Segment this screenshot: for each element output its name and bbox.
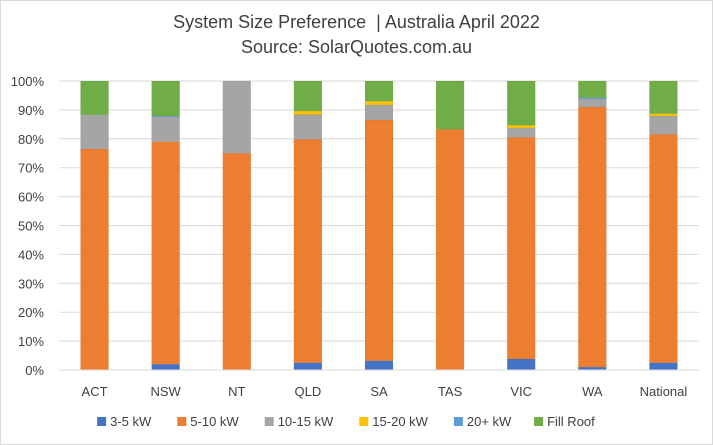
x-tick-label: TAS [438,384,463,399]
bar-segment [506,358,536,371]
bar-segment [649,134,678,364]
x-tick-label: NSW [150,384,181,399]
y-tick-label: 90% [18,103,44,118]
bar-segment [222,80,252,154]
bar-segment [293,139,323,364]
bar-segment [222,153,252,371]
bar-segment [80,114,109,150]
bar-segment [506,137,536,360]
legend-label: Fill Roof [547,414,595,429]
bar-segment [151,141,180,365]
bar-segment [649,113,678,117]
bar-segment [649,362,678,371]
bar-segment [151,80,180,117]
legend-swatch [534,417,544,426]
bar-segment [293,80,323,112]
legend-label: 20+ kW [467,414,512,429]
x-axis-ticks: ACT NSW NT QLD SA TAS VIC WA National [82,384,688,399]
bar-segment [293,114,323,140]
legend-swatch [264,417,274,426]
legend-label: 5-10 kW [190,414,239,429]
x-tick-label: NT [228,384,245,399]
y-tick-label: 20% [18,305,44,320]
y-tick-label: 60% [18,190,44,205]
legend-label: 3-5 kW [110,414,152,429]
bar-segment [364,104,394,121]
bar-segment [364,360,394,371]
y-tick-label: 80% [18,132,44,147]
bar-segment [649,80,678,114]
bar-segment [293,110,323,115]
bar-segment [578,80,607,99]
y-tick-label: 30% [18,276,44,291]
y-tick-label: 10% [18,334,44,349]
legend: 3-5 kW 5-10 kW 10-15 kW 15-20 kW 20+ kW Fill … [97,414,595,429]
y-tick-label: 40% [18,247,44,262]
legend-label: 10-15 kW [278,414,334,429]
x-tick-label: WA [582,384,603,399]
bar-segment [80,148,109,371]
y-tick-label: 0% [25,363,44,378]
bar-segment [80,80,109,116]
bars [80,80,678,371]
legend-swatch [97,417,107,426]
x-tick-label: SA [370,384,388,399]
bar-segment [293,362,323,371]
legend-swatch [359,417,369,426]
x-tick-label: ACT [82,384,108,399]
bar-segment [578,106,607,368]
bar-segment [506,124,536,129]
x-tick-label: VIC [510,384,532,399]
bar-segment [364,100,394,106]
y-tick-label: 100% [11,74,45,89]
bar-segment [151,116,180,142]
bar-segment [578,98,607,108]
bar-segment [435,129,465,371]
chart-title: System Size Preference | Australia April… [173,12,540,32]
bar-segment [506,80,536,126]
bar-segment [364,119,394,362]
bar-segment [435,80,465,130]
x-tick-label: QLD [295,384,322,399]
legend-label: 15-20 kW [372,414,428,429]
bar-segment [506,127,536,138]
legend-swatch [177,417,187,426]
bar-segment [364,80,394,102]
y-axis-ticks: 0% 10% 20% 30% 40% 50% 60% 70% 80% 90% 100% [11,74,45,378]
chart-subtitle: Source: SolarQuotes.com.au [240,37,473,57]
x-tick-label: National [640,384,688,399]
bar-segment [649,115,678,135]
legend-swatch [453,417,463,426]
y-tick-label: 70% [18,161,44,176]
y-tick-label: 50% [18,219,44,234]
bar-segment [151,363,180,371]
